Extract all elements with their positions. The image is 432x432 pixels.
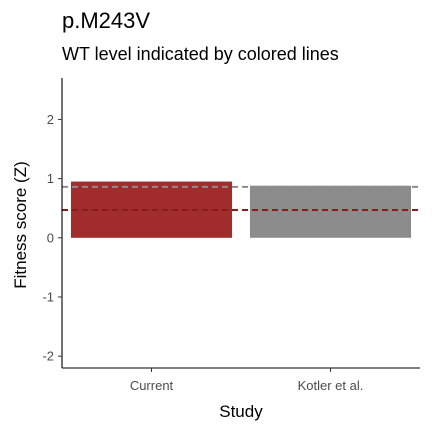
y-tick-label: 0 [47,230,54,245]
y-tick-label: 1 [47,171,54,186]
x-axis-title: Study [219,402,263,421]
y-tick-label: 2 [47,112,54,127]
x-tick-label: Current [130,378,174,393]
chart-subtitle: WT level indicated by colored lines [62,44,339,64]
y-axis-title: Fitness score (Z) [11,161,30,289]
y-tick-label: -2 [42,349,54,364]
bars-layer [70,181,412,238]
x-axis-ticks: Current Kotler et al. [130,368,364,393]
y-axis-ticks: -2 -1 0 1 2 [42,112,62,364]
x-tick-label: Kotler et al. [298,378,364,393]
chart-title: p.M243V [62,8,151,33]
bar-kotler-et-al [249,185,412,238]
y-tick-label: -1 [42,289,54,304]
